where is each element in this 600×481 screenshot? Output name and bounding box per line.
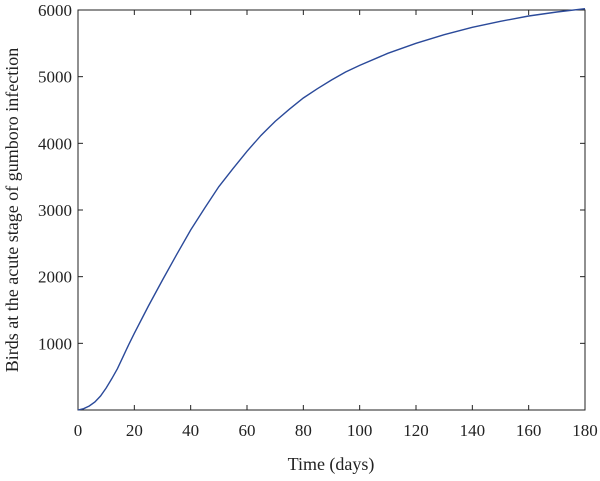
x-axis-title: Time (days) — [288, 454, 375, 475]
x-tick-label: 120 — [403, 421, 429, 440]
y-axis-ticks: 1000 2000 3000 4000 5000 6000 — [38, 1, 585, 353]
y-tick-label: 3000 — [38, 201, 72, 220]
x-tick-label: 0 — [74, 421, 83, 440]
x-tick-label: 40 — [182, 421, 199, 440]
plot-frame — [77, 9, 586, 411]
y-axis-title: Birds at the acute stage of gumboro infe… — [2, 48, 22, 372]
x-axis-ticks: 0 20 40 60 80 100 120 140 160 180 — [74, 10, 598, 440]
y-tick-label: 6000 — [38, 1, 72, 20]
y-tick-label: 1000 — [38, 334, 72, 353]
x-tick-label: 160 — [516, 421, 542, 440]
y-tick-label: 2000 — [38, 268, 72, 287]
x-tick-label: 140 — [460, 421, 486, 440]
x-tick-label: 60 — [239, 421, 256, 440]
x-tick-label: 180 — [572, 421, 598, 440]
y-tick-label: 4000 — [38, 134, 72, 153]
y-tick-label: 5000 — [38, 68, 72, 87]
series-line — [77, 7, 586, 411]
x-tick-label: 20 — [126, 421, 143, 440]
x-tick-label: 80 — [295, 421, 312, 440]
x-tick-label: 100 — [347, 421, 373, 440]
